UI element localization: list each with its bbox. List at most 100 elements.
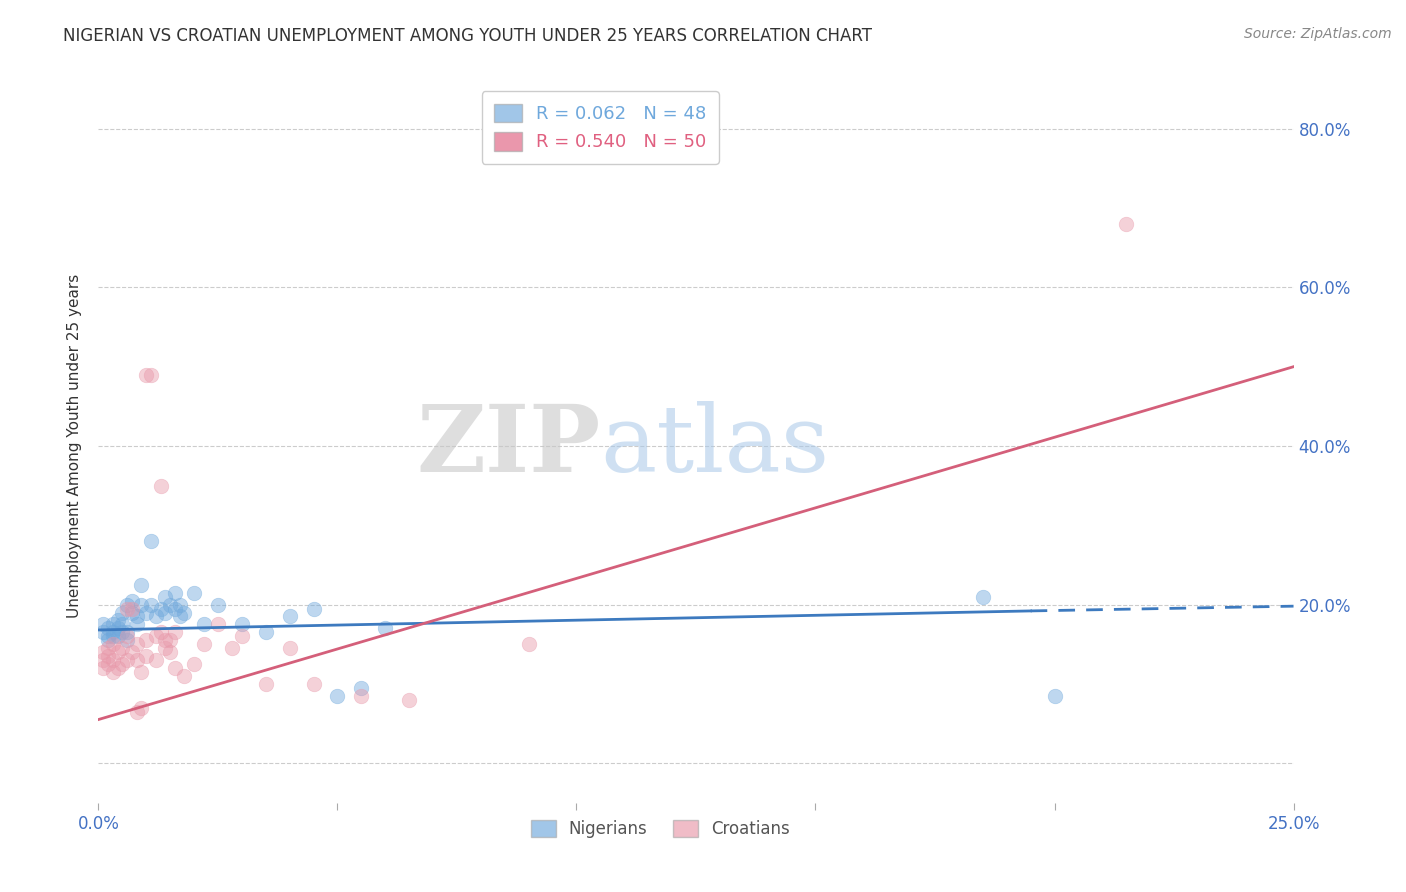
Point: [139, 598, 162, 612]
Point: [91, 645, 114, 659]
Point: [398, 692, 420, 706]
Point: [121, 645, 143, 659]
Point: [131, 700, 153, 714]
Point: [155, 606, 177, 620]
Y-axis label: Unemployment Among Youth under 25 years: Unemployment Among Youth under 25 years: [67, 274, 83, 618]
Point: [149, 601, 172, 615]
Point: [125, 609, 148, 624]
Point: [159, 598, 181, 612]
Point: [139, 534, 162, 549]
Point: [125, 705, 148, 719]
Point: [125, 617, 148, 632]
Point: [115, 653, 138, 667]
Point: [163, 625, 186, 640]
Point: [231, 617, 253, 632]
Point: [125, 653, 148, 667]
Point: [135, 633, 157, 648]
Point: [107, 661, 129, 675]
Point: [149, 478, 172, 492]
Point: [278, 609, 301, 624]
Point: [145, 629, 167, 643]
Point: [207, 598, 229, 612]
Legend: Nigerians, Croatians: Nigerians, Croatians: [524, 813, 796, 845]
Point: [149, 625, 172, 640]
Point: [155, 633, 177, 648]
Point: [1115, 217, 1137, 231]
Point: [101, 629, 124, 643]
Point: [131, 578, 153, 592]
Point: [302, 677, 325, 691]
Point: [121, 601, 143, 615]
Point: [97, 633, 120, 648]
Point: [101, 637, 124, 651]
Point: [91, 625, 114, 640]
Point: [97, 657, 120, 671]
Point: [97, 641, 120, 656]
Point: [302, 601, 325, 615]
Point: [155, 590, 177, 604]
Point: [115, 629, 138, 643]
Point: [121, 606, 143, 620]
Point: [101, 665, 124, 679]
Point: [254, 625, 277, 640]
Point: [107, 614, 129, 628]
Point: [207, 617, 229, 632]
Point: [91, 653, 114, 667]
Point: [135, 368, 157, 382]
Point: [135, 606, 157, 620]
Point: [125, 637, 148, 651]
Point: [517, 637, 540, 651]
Point: [183, 585, 205, 599]
Point: [97, 621, 120, 635]
Point: [278, 641, 301, 656]
Point: [173, 606, 195, 620]
Text: atlas: atlas: [600, 401, 830, 491]
Point: [107, 629, 129, 643]
Point: [131, 598, 153, 612]
Point: [91, 617, 114, 632]
Text: ZIP: ZIP: [416, 401, 600, 491]
Point: [111, 657, 134, 671]
Point: [111, 641, 134, 656]
Point: [101, 625, 124, 640]
Point: [193, 617, 215, 632]
Point: [159, 645, 181, 659]
Point: [115, 625, 138, 640]
Point: [183, 657, 205, 671]
Point: [97, 629, 120, 643]
Point: [111, 617, 134, 632]
Point: [169, 609, 191, 624]
Point: [193, 637, 215, 651]
Point: [107, 621, 129, 635]
Point: [374, 621, 396, 635]
Point: [101, 617, 124, 632]
Point: [173, 669, 195, 683]
Point: [111, 606, 134, 620]
Point: [101, 653, 124, 667]
Point: [159, 633, 181, 648]
Point: [1043, 689, 1066, 703]
Point: [115, 601, 138, 615]
Point: [163, 601, 186, 615]
Point: [221, 641, 243, 656]
Point: [121, 593, 143, 607]
Text: Source: ZipAtlas.com: Source: ZipAtlas.com: [1244, 27, 1392, 41]
Point: [145, 609, 167, 624]
Point: [254, 677, 277, 691]
Point: [115, 633, 138, 648]
Point: [350, 689, 373, 703]
Point: [326, 689, 349, 703]
Point: [145, 653, 167, 667]
Point: [135, 649, 157, 664]
Point: [107, 645, 129, 659]
Point: [163, 661, 186, 675]
Point: [972, 590, 994, 604]
Point: [115, 598, 138, 612]
Point: [350, 681, 373, 695]
Point: [155, 641, 177, 656]
Text: NIGERIAN VS CROATIAN UNEMPLOYMENT AMONG YOUTH UNDER 25 YEARS CORRELATION CHART: NIGERIAN VS CROATIAN UNEMPLOYMENT AMONG …: [63, 27, 872, 45]
Point: [163, 585, 186, 599]
Point: [91, 661, 114, 675]
Point: [97, 649, 120, 664]
Point: [231, 629, 253, 643]
